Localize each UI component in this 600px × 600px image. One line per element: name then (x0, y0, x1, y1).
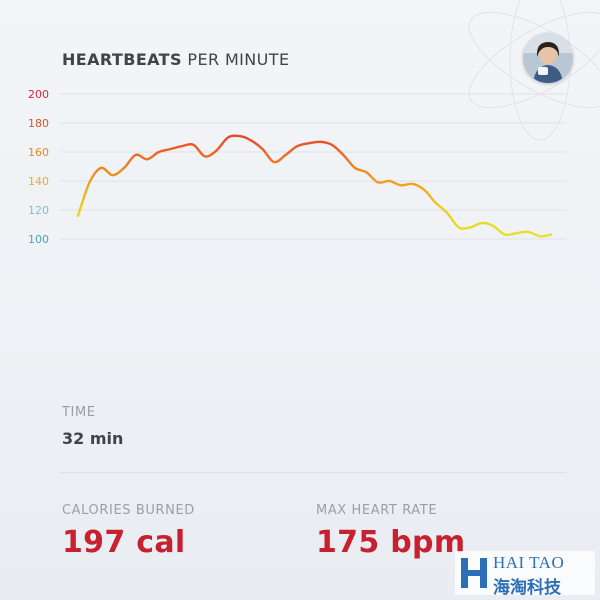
y-tick-label: 100 (28, 233, 49, 246)
calories-label: CALORIES BURNED (62, 503, 195, 518)
page-title: HEARTBEATS PER MINUTE (62, 50, 289, 69)
max-heart-rate-value: 175 bpm (316, 525, 466, 560)
watermark-h-logo-icon (461, 558, 487, 588)
max-heart-rate-label: MAX HEART RATE (316, 503, 438, 518)
calories-value: 197 cal (62, 525, 186, 560)
watermark: HAI TAO 海淘科技 (455, 551, 595, 598)
divider (60, 472, 566, 473)
time-label: TIME (62, 405, 96, 420)
avatar-image (523, 33, 573, 83)
avatar[interactable] (523, 33, 573, 83)
y-tick-label: 140 (28, 175, 49, 188)
y-tick-label: 200 (28, 88, 49, 101)
watermark-top-text: HAI TAO (493, 553, 565, 572)
time-value: 32 min (62, 429, 124, 448)
title-light: PER MINUTE (187, 50, 290, 69)
heart-rate-series-line (76, 134, 553, 238)
y-tick-label: 180 (28, 117, 49, 130)
y-tick-label: 120 (28, 204, 49, 217)
title-bold: HEARTBEATS (62, 50, 182, 69)
watermark-bottom-text: 海淘科技 (493, 578, 561, 598)
y-tick-label: 160 (28, 146, 49, 159)
